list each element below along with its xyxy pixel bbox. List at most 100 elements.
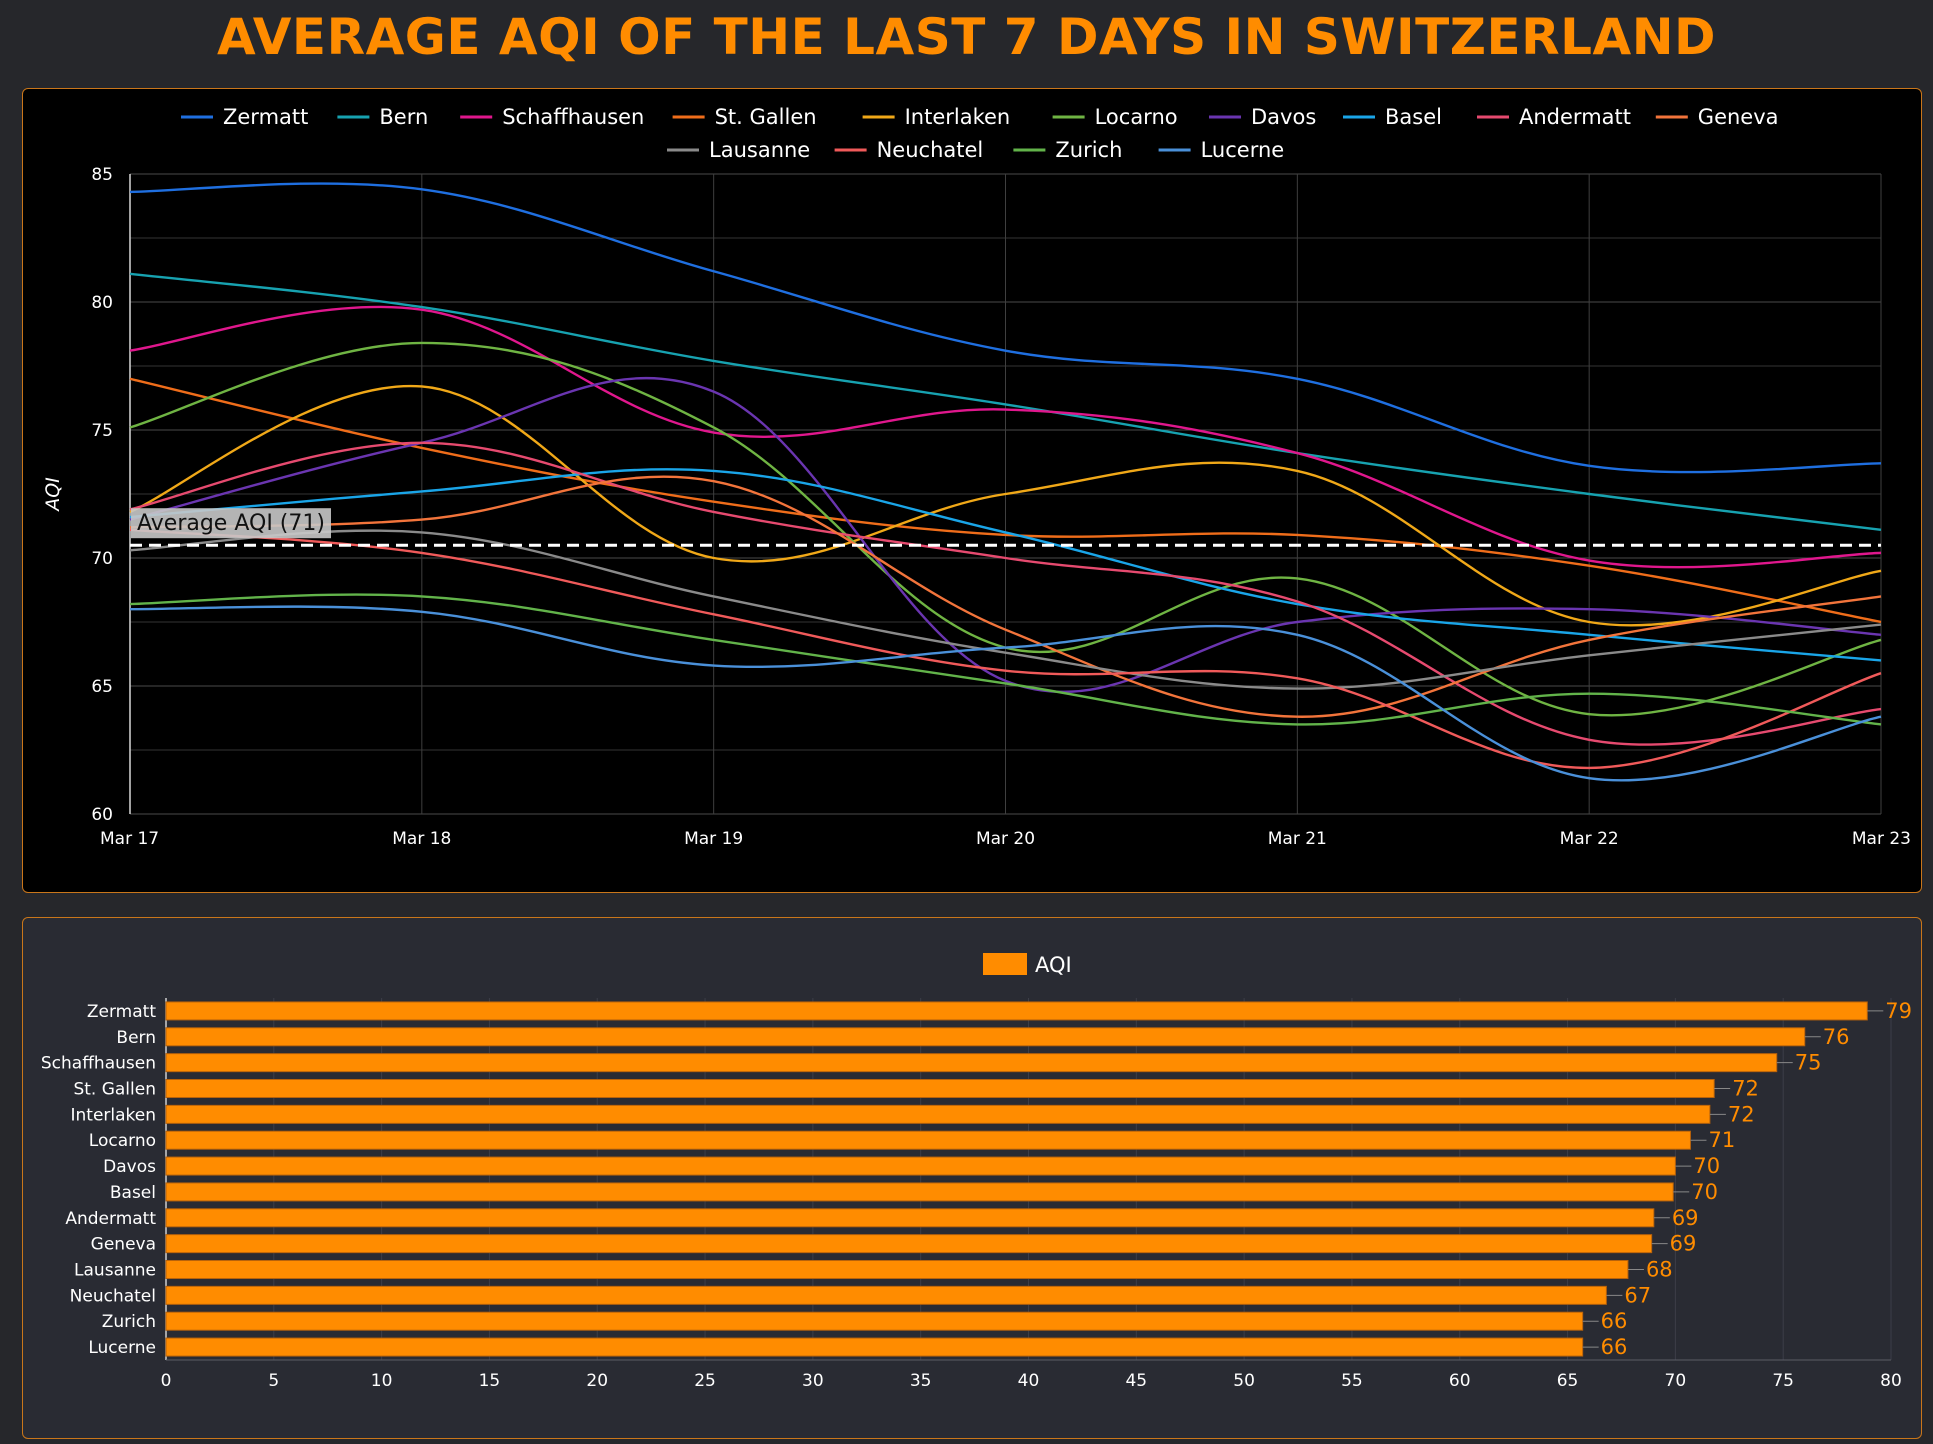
legend-label-neuchatel: Neuchatel (877, 138, 984, 162)
category-label-basel: Basel (110, 1183, 156, 1203)
x-tick-label: 35 (910, 1371, 932, 1391)
data-label-lausanne: 68 (1646, 1258, 1673, 1282)
series-line-neuchatel (129, 528, 1882, 770)
data-label-neuchatel: 67 (1624, 1283, 1651, 1307)
x-tick-label: 15 (479, 1371, 501, 1391)
x-tick-label: 10 (371, 1371, 393, 1391)
series-line-schaffhausen (129, 305, 1882, 569)
y-tick-label: 75 (91, 421, 113, 441)
category-label-schaffhausen: Schaffhausen (41, 1054, 156, 1074)
category-label-andermatt: Andermatt (65, 1209, 156, 1229)
category-label-bern: Bern (116, 1028, 156, 1048)
legend-label-bern: Bern (379, 105, 428, 129)
legend-label-aqi: AQI (1035, 953, 1072, 977)
x-tick-label: 25 (694, 1371, 716, 1391)
legend-label-interlaken: Interlaken (905, 105, 1011, 129)
legend-label-lucerne: Lucerne (1201, 138, 1285, 162)
data-label-basel: 70 (1691, 1180, 1718, 1204)
x-tick-label: Mar 23 (1852, 829, 1911, 849)
bar-zurich (165, 1311, 1584, 1331)
page-title: AVERAGE AQI OF THE LAST 7 DAYS IN SWITZE… (216, 8, 1717, 66)
x-tick-label: 75 (1772, 1371, 1794, 1391)
average-reference-label: Average AQI (71) (137, 511, 325, 536)
y-tick-label: 80 (91, 293, 113, 313)
line-chart: 60 65 70 75 80 85 Mar 17 Mar 18 Mar 19 Mar 20 Mar … (42, 105, 1911, 849)
series-line-zermatt (129, 182, 1882, 474)
data-label-zermatt: 79 (1885, 999, 1912, 1023)
x-tick-label: 30 (802, 1371, 824, 1391)
y-axis-title: AQI (42, 477, 64, 513)
category-label-lucerne: Lucerne (88, 1338, 156, 1358)
series-line-lucerne (129, 605, 1882, 782)
bar-lucerne (165, 1337, 1584, 1357)
series-line-bern (129, 272, 1882, 532)
legend-swatch-aqi (983, 953, 1027, 975)
x-tick-label: 60 (1449, 1371, 1471, 1391)
legend-label-st-gallen: St. Gallen (715, 105, 817, 129)
data-label-interlaken: 72 (1728, 1102, 1755, 1126)
series-line-lausanne (129, 529, 1882, 690)
bar-schaffhausen (165, 1053, 1778, 1073)
y-tick-label: 60 (91, 805, 113, 825)
bar-st-gallen (165, 1079, 1715, 1098)
bar-andermatt (165, 1208, 1655, 1228)
series-line-basel (129, 468, 1882, 662)
legend-label-zurich: Zurich (1055, 138, 1122, 162)
legend-label-davos: Davos (1251, 105, 1316, 129)
bar-chart: Zermatt 79 Bern 76 Schaffhausen 75 St. Gallen 7… (41, 953, 1912, 1391)
x-tick-label: Mar 22 (1560, 829, 1619, 849)
bar-chart-panel: Zermatt 79 Bern 76 Schaffhausen 75 St. Gallen 7… (22, 917, 1922, 1439)
data-label-geneva: 69 (1670, 1232, 1697, 1256)
category-label-zermatt: Zermatt (87, 1002, 156, 1022)
series-line-zurich (129, 593, 1882, 726)
category-label-lausanne: Lausanne (74, 1261, 156, 1281)
x-tick-label: 45 (1125, 1371, 1147, 1391)
x-tick-label: 55 (1341, 1371, 1363, 1391)
average-label-background (131, 508, 331, 539)
y-tick-label: 70 (91, 549, 113, 569)
x-tick-label: 0 (161, 1371, 172, 1391)
x-tick-label: 50 (1233, 1371, 1255, 1391)
x-tick-label: Mar 17 (100, 829, 159, 849)
bar-davos (165, 1156, 1676, 1176)
category-label-zurich: Zurich (102, 1312, 156, 1332)
x-tick-label: 5 (268, 1371, 279, 1391)
data-label-zurich: 66 (1601, 1309, 1628, 1333)
legend-label-andermatt: Andermatt (1519, 105, 1631, 129)
data-label-locarno: 71 (1708, 1128, 1735, 1152)
category-label-neuchatel: Neuchatel (70, 1286, 156, 1306)
legend-label-zermatt: Zermatt (223, 105, 308, 129)
x-tick-label: 80 (1880, 1371, 1902, 1391)
bar-locarno (165, 1130, 1691, 1150)
category-label-st-gallen: St. Gallen (73, 1080, 156, 1100)
data-label-schaffhausen: 75 (1795, 1051, 1822, 1075)
x-tick-label: Mar 21 (1268, 829, 1327, 849)
x-tick-label: Mar 20 (976, 829, 1035, 849)
legend-label-lausanne: Lausanne (709, 138, 810, 162)
series-line-interlaken (129, 384, 1882, 627)
legend-label-locarno: Locarno (1095, 105, 1178, 129)
bar-interlaken (165, 1104, 1711, 1124)
bar-geneva (165, 1234, 1653, 1254)
series-line-andermatt (129, 441, 1882, 746)
data-label-andermatt: 69 (1672, 1206, 1699, 1230)
legend-label-geneva: Geneva (1698, 105, 1779, 129)
category-label-davos: Davos (103, 1157, 156, 1177)
bar-zermatt (165, 1001, 1868, 1021)
data-label-bern: 76 (1823, 1025, 1850, 1049)
bar-neuchatel (165, 1285, 1607, 1305)
y-tick-label: 65 (91, 677, 113, 697)
bar-basel (165, 1182, 1674, 1202)
data-label-lucerne: 66 (1601, 1335, 1628, 1359)
legend-label-schaffhausen: Schaffhausen (502, 105, 644, 129)
bar-lausanne (165, 1260, 1629, 1279)
series-line-geneva (129, 475, 1882, 718)
line-chart-panel: 60 65 70 75 80 85 Mar 17 Mar 18 Mar 19 Mar 20 Mar … (22, 88, 1922, 893)
data-label-davos: 70 (1693, 1154, 1720, 1178)
bar-bern (165, 1027, 1806, 1047)
data-label-st-gallen: 72 (1732, 1077, 1759, 1101)
series-line-st-gallen (129, 377, 1882, 624)
category-label-interlaken: Interlaken (70, 1105, 156, 1125)
x-tick-label: 40 (1018, 1371, 1040, 1391)
x-tick-label: 65 (1557, 1371, 1579, 1391)
